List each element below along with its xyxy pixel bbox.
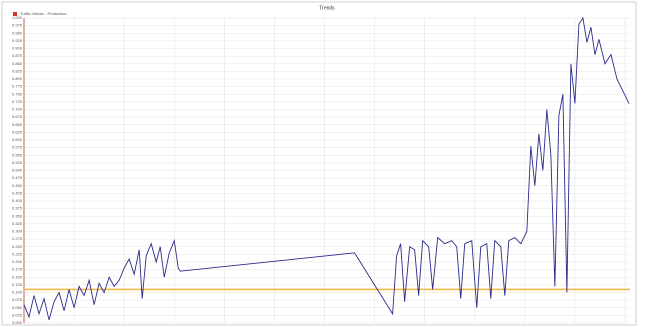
y-tick-label: 0.375: [12, 206, 23, 211]
y-tick-label: 0.575: [12, 145, 23, 150]
y-tick-label: 0.600: [12, 137, 23, 142]
y-tick-label: 0.750: [12, 91, 23, 96]
y-tick-label: 0.700: [12, 107, 23, 112]
y-tick-label: 0.675: [12, 114, 23, 119]
y-tick-label: 0.800: [12, 76, 23, 81]
y-tick-label: 0.500: [12, 168, 23, 173]
y-tick-label: 0.125: [12, 282, 23, 287]
y-tick-label: 0.975: [12, 23, 23, 28]
y-tick-label: 0.625: [12, 129, 23, 134]
y-tick-label: 0.525: [12, 160, 23, 165]
y-tick-label: 0.100: [12, 290, 23, 295]
y-tick-label: 0.475: [12, 175, 23, 180]
y-tick-label: 0.300: [12, 229, 23, 234]
y-tick-label: 0.900: [12, 46, 23, 51]
y-tick-label: 0.400: [12, 198, 23, 203]
frame: [1, 1, 637, 326]
y-tick-label: 1.000: [12, 15, 23, 20]
y-tick-label: 0.350: [12, 213, 23, 218]
y-tick-label: 0.725: [12, 99, 23, 104]
y-tick-label: 0.050: [12, 305, 23, 310]
y-tick-label: 0.000: [12, 320, 23, 325]
legend-label: Traffic Values - Production: [20, 11, 67, 16]
y-tick-label: 0.825: [12, 68, 23, 73]
chart-title: Trends: [319, 5, 335, 11]
y-tick-label: 0.025: [12, 312, 23, 317]
y-tick-label: 0.250: [12, 244, 23, 249]
series-line: [23, 16, 630, 321]
y-tick-label: 0.175: [12, 267, 23, 272]
y-tick-label: 0.075: [12, 297, 23, 302]
y-tick-label: 0.275: [12, 236, 23, 241]
y-tick-label: 0.550: [12, 152, 23, 157]
y-tick-label: 0.200: [12, 259, 23, 264]
y-tick-label: 0.950: [12, 30, 23, 35]
y-tick-label: 0.450: [12, 183, 23, 188]
y-tick-label: 0.925: [12, 38, 23, 43]
legend-swatch: [13, 12, 17, 16]
y-tick-label: 0.775: [12, 84, 23, 89]
y-tick-label: 0.325: [12, 221, 23, 226]
y-tick-label: 0.850: [12, 61, 23, 66]
y-tick-label: 0.425: [12, 190, 23, 195]
y-tick-label: 0.875: [12, 53, 23, 58]
y-tick-label: 0.150: [12, 274, 23, 279]
y-tick-label: 0.650: [12, 122, 23, 127]
y-tick-label: 0.225: [12, 251, 23, 256]
